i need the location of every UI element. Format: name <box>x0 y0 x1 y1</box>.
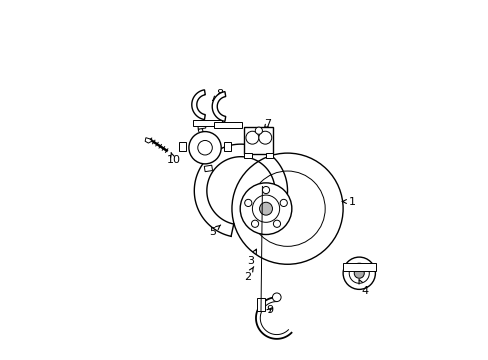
Circle shape <box>255 127 262 134</box>
Bar <box>224 142 230 151</box>
Bar <box>244 127 273 154</box>
Circle shape <box>258 131 271 144</box>
Text: 5: 5 <box>208 225 220 237</box>
Circle shape <box>197 140 212 155</box>
Circle shape <box>251 220 258 228</box>
Circle shape <box>240 183 291 234</box>
Circle shape <box>188 132 221 164</box>
Polygon shape <box>191 90 205 120</box>
Circle shape <box>245 131 258 144</box>
Text: 1: 1 <box>342 197 355 207</box>
Bar <box>265 153 273 158</box>
Bar <box>197 123 205 129</box>
Circle shape <box>259 202 272 215</box>
Polygon shape <box>145 138 152 143</box>
Text: 8: 8 <box>212 89 223 100</box>
Bar <box>244 153 251 158</box>
Text: 9: 9 <box>265 305 273 315</box>
Text: 4: 4 <box>358 280 367 296</box>
Bar <box>204 165 212 172</box>
Bar <box>257 298 264 311</box>
Circle shape <box>343 257 375 289</box>
Text: 3: 3 <box>246 249 256 266</box>
Bar <box>192 120 222 126</box>
Circle shape <box>272 293 281 302</box>
Text: 6: 6 <box>196 125 203 138</box>
Circle shape <box>280 199 287 207</box>
Circle shape <box>353 268 364 278</box>
Circle shape <box>273 220 280 228</box>
Circle shape <box>262 186 269 194</box>
Text: 7: 7 <box>264 120 271 129</box>
Bar <box>179 142 185 151</box>
Polygon shape <box>212 91 225 121</box>
Text: 2: 2 <box>244 267 253 282</box>
Bar <box>213 122 241 128</box>
Bar <box>342 263 375 271</box>
Polygon shape <box>194 144 287 236</box>
Text: 10: 10 <box>166 152 180 165</box>
Circle shape <box>244 199 251 207</box>
